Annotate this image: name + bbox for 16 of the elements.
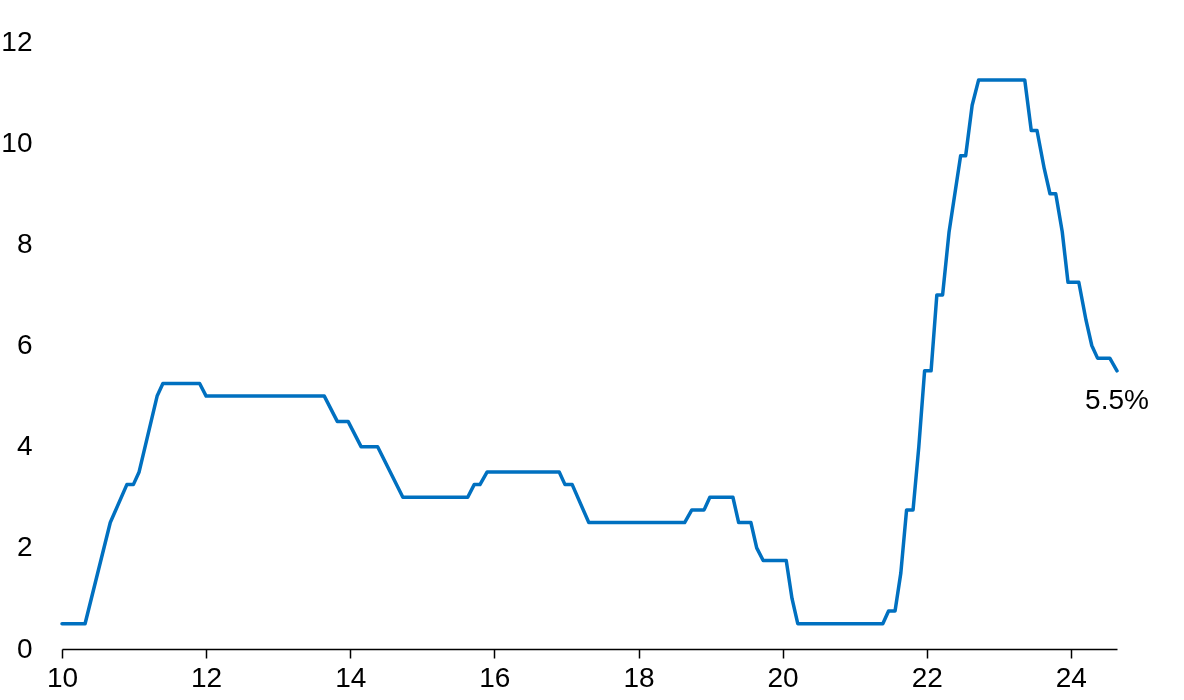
x-tick-label: 20 bbox=[767, 661, 799, 693]
x-tick-label: 12 bbox=[191, 661, 223, 693]
x-tick-label: 24 bbox=[1055, 661, 1087, 693]
y-tick-label: 8 bbox=[16, 227, 33, 259]
x-tick-label: 14 bbox=[335, 661, 367, 693]
x-tick-label: 18 bbox=[623, 661, 655, 693]
x-tick-label: 16 bbox=[479, 661, 511, 693]
y-tick-label: 2 bbox=[16, 531, 33, 563]
annotation: 5.5% bbox=[1085, 383, 1149, 415]
y-tick-label: 4 bbox=[16, 430, 33, 462]
y-tick-label: 12 bbox=[1, 25, 33, 57]
x-tick-label: 22 bbox=[911, 661, 943, 693]
y-tick-label: 0 bbox=[16, 632, 33, 664]
x-tick-label: 10 bbox=[46, 661, 79, 693]
y-tick-label: 10 bbox=[1, 126, 33, 158]
y-tick-label: 6 bbox=[16, 329, 33, 360]
